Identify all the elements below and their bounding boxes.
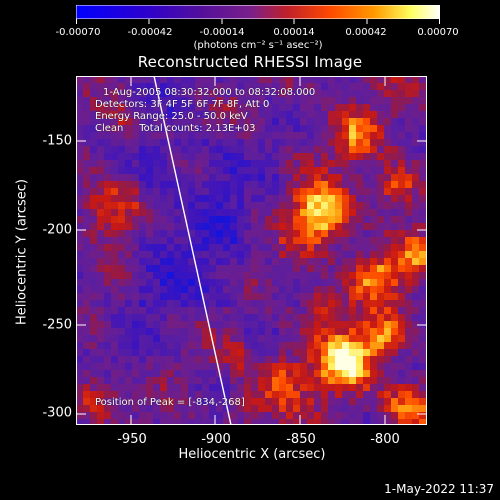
x-tick-label: -950 [117,432,147,447]
x-tick-label: -900 [201,432,231,447]
axis-ticks [76,76,427,425]
plot-timestamp: 1-May-2022 11:37 [384,482,494,496]
detectors-annotation: Detectors: 3F 4F 5F 6F 7F 8F, Att 0 [95,99,270,110]
y-tick-label: -200 [42,222,72,238]
colorbar-tick-label: -0.00014 [199,27,245,38]
image-title: Reconstructed RHESSI Image [137,53,363,71]
x-tick-label: -800 [370,432,400,447]
y-axis-label: Heliocentric Y (arcsec) [14,179,30,325]
colorbar-tick-label: 0.00042 [345,27,387,38]
y-tick-label: -150 [42,133,72,149]
peak-position-annotation: Position of Peak = [-834,-268] [95,397,245,408]
rhessi-image [76,76,427,425]
time-range-annotation: 1-Aug-2005 08:30:32.000 to 08:32:08.000 [103,87,316,98]
colorbar-tick-label: 0.00014 [273,27,315,38]
colorbar-tick-marks [76,19,440,24]
x-tick-label: -850 [286,432,316,447]
colorbar [76,5,440,19]
x-axis-label: Heliocentric X (arcsec) [178,447,326,462]
colorbar-tick-label: -0.00042 [127,27,173,38]
colorbar-tick-label: -0.00070 [55,27,101,38]
method-counts-annotation: Clean Total counts: 2.13E+03 [95,123,256,134]
solar-limb-line [153,76,232,425]
y-tick-label: -300 [42,405,72,421]
colorbar-tick-label: 0.00070 [417,27,459,38]
energy-range-annotation: Energy Range: 25.0 - 50.0 keV [95,111,248,122]
y-tick-label: -250 [42,317,72,333]
colorbar-unit-label: (photons cm⁻² s⁻¹ asec⁻²) [193,40,323,51]
